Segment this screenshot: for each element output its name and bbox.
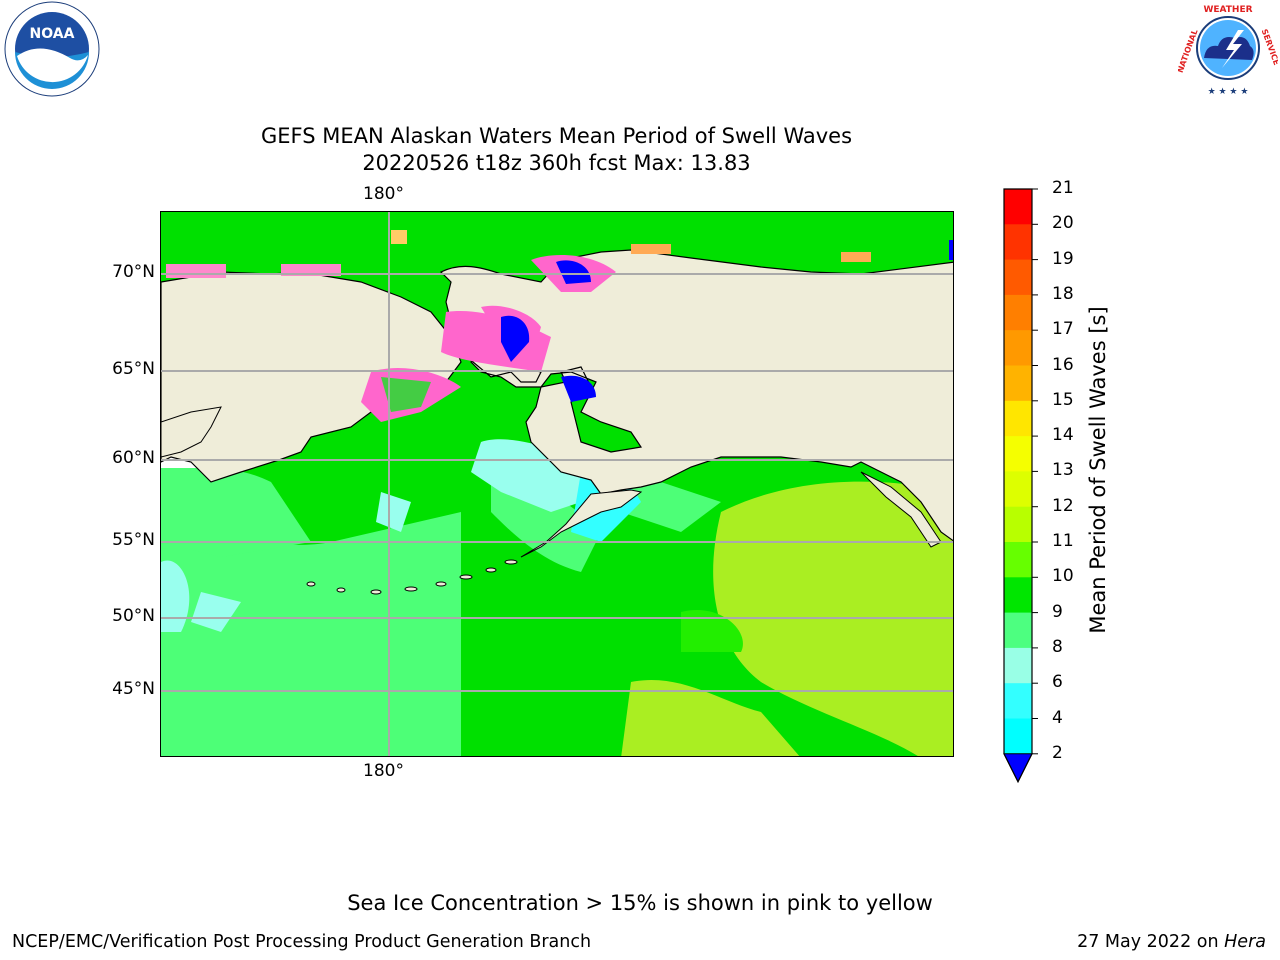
footer-date-text: 27 May 2022 on — [1077, 932, 1225, 952]
colorbar-label: Mean Period of Swell Waves [s] — [1086, 306, 1110, 634]
colorbar-tick-label: 15 — [1052, 389, 1074, 410]
colorbar-band — [1004, 471, 1032, 508]
nws-logo: WEATHER NATIONAL SERVICE ★ ★ ★ ★ — [1176, 0, 1280, 100]
lat-label-60: 60°N — [112, 448, 155, 468]
colorbar-tick-label: 10 — [1052, 566, 1074, 587]
colorbar-tick-label: 12 — [1052, 495, 1074, 516]
colorbar-tick-label: 9 — [1052, 601, 1063, 622]
colorbar-tick-label: 4 — [1052, 707, 1063, 728]
colorbar-band — [1004, 259, 1032, 296]
colorbar-band — [1004, 294, 1032, 331]
colorbar-band — [1004, 365, 1032, 402]
svg-text:★ ★ ★ ★: ★ ★ ★ ★ — [1208, 87, 1249, 97]
footer-credit: NCEP/EMC/Verification Post Processing Pr… — [12, 932, 592, 952]
colorbar-band — [1004, 224, 1032, 261]
svg-text:WEATHER: WEATHER — [1203, 5, 1252, 15]
colorbar-tick-label: 2 — [1052, 742, 1063, 763]
sea-ice-note: Sea Ice Concentration > 15% is shown in … — [347, 891, 933, 915]
colorbar-band — [1004, 718, 1032, 755]
colorbar-band — [1004, 647, 1032, 684]
colorbar-band — [1004, 436, 1032, 472]
map-graphic — [161, 212, 953, 756]
chart-subtitle: 20220526 t18z 360h fcst Max: 13.83 — [362, 151, 751, 175]
colorbar-tick-label: 8 — [1052, 636, 1063, 657]
footer-machine: Hera — [1224, 932, 1266, 952]
lat-label-45: 45°N — [112, 679, 155, 699]
chart-title: GEFS MEAN Alaskan Waters Mean Period of … — [260, 124, 853, 148]
colorbar-band — [1004, 683, 1032, 719]
colorbar-tick-label: 13 — [1052, 460, 1074, 481]
colorbar-band — [1004, 189, 1032, 225]
colorbar-band — [1004, 330, 1032, 366]
colorbar-band — [1004, 506, 1032, 543]
colorbar-tick-label: 16 — [1052, 354, 1074, 375]
bottom-lon-label: 180° — [363, 761, 404, 781]
lat-label-55: 55°N — [112, 530, 155, 550]
colorbar-band — [1004, 612, 1032, 649]
colorbar-band — [1004, 400, 1032, 437]
colorbar-tick-label: 19 — [1052, 248, 1074, 269]
colorbar-tick-label: 17 — [1052, 319, 1074, 340]
aleutian-islands — [306, 559, 518, 595]
colorbar-band — [1004, 577, 1032, 614]
graticule — [161, 212, 953, 756]
lat-label-70: 70°N — [112, 262, 155, 282]
lat-label-50: 50°N — [112, 606, 155, 626]
colorbar-under-arrow — [1003, 753, 1033, 783]
colorbar — [1000, 185, 1040, 785]
colorbar-tick-label: 20 — [1052, 213, 1074, 234]
colorbar-band — [1004, 542, 1032, 578]
top-lon-label: 180° — [363, 184, 404, 204]
noaa-logo: NOAA — [0, 0, 104, 100]
map-panel — [160, 211, 954, 757]
lat-label-65: 65°N — [112, 359, 155, 379]
ocean-light-west — [161, 512, 461, 756]
colorbar-tick-label: 14 — [1052, 425, 1074, 446]
colorbar-tick-label: 18 — [1052, 283, 1074, 304]
colorbar-tick-label: 6 — [1052, 672, 1063, 693]
colorbar-tick-label: 21 — [1052, 178, 1074, 198]
svg-text:NOAA: NOAA — [30, 26, 75, 42]
colorbar-tick-label: 11 — [1052, 531, 1074, 551]
footer-date: 27 May 2022 on Hera — [1077, 932, 1266, 952]
